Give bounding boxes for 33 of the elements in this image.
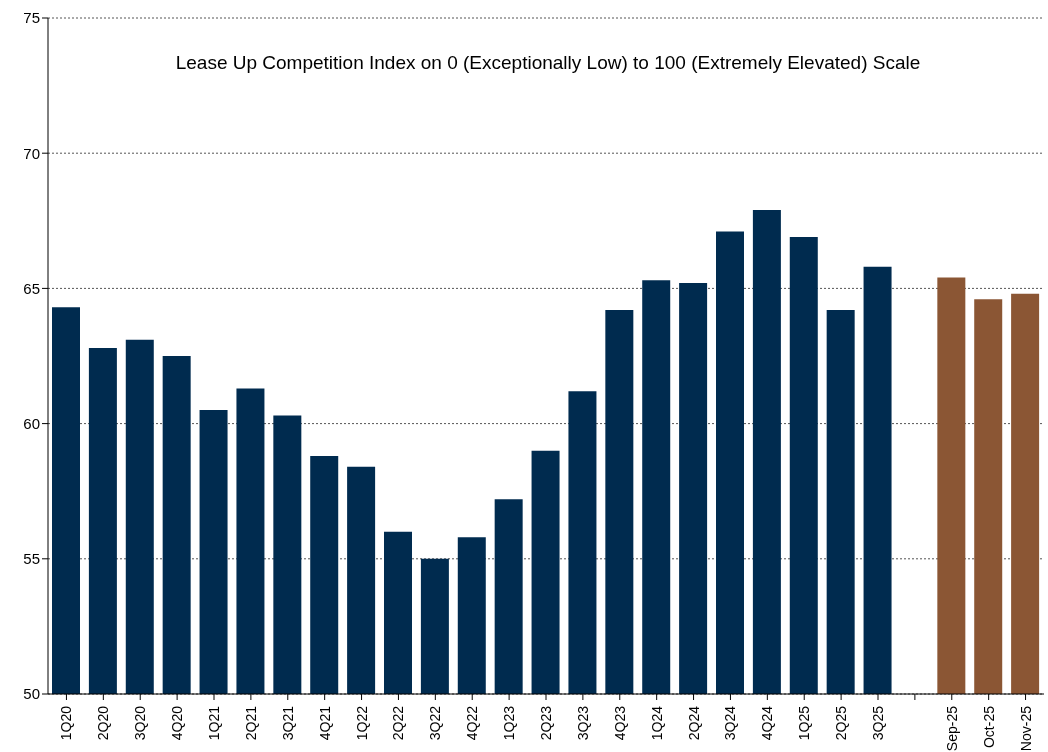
x-tick-label: 3Q25 [870,705,886,741]
x-tick-label: 2Q25 [833,705,850,741]
x-tick-label: 1Q25 [796,705,813,741]
x-tick-label: 3Q21 [279,705,296,741]
y-tick-label: 60 [23,414,40,432]
x-tick-label: 4Q23 [611,705,628,741]
y-tick-label: 50 [23,685,40,703]
text: Lease Up Competition Index on 0 (Exceptionally Low) to 100 (Extremely Elevated) Scale [174,52,922,74]
x-tick-label: Nov-25 [1017,705,1034,752]
y-tick-label: 55 [23,550,40,568]
x-tick-label: 3Q22 [427,705,444,741]
x-tick-label: 3Q24 [722,705,739,741]
x-tick-label: Sep-25 [943,705,960,752]
x-tick-label: 1Q24 [648,705,665,741]
y-tick-label: 65 [23,279,40,297]
y-tick-label: 75 [23,9,40,27]
x-tick-label: 3Q23 [574,705,591,741]
x-tick-label: 1Q23 [501,705,518,741]
x-tick-label: 4Q20 [169,705,186,741]
x-tick-label: 4Q22 [464,705,481,741]
x-tick-label: 1Q22 [353,705,370,741]
x-tick-label: 1Q20 [58,705,75,741]
x-tick-label: 3Q20 [132,705,149,741]
y-tick-label: 70 [23,144,40,162]
x-tick-label: 2Q23 [538,705,554,741]
x-tick-label: Oct-25 [980,705,997,749]
x-tick-label: 2Q21 [242,705,259,741]
x-tick-label: 2Q22 [390,705,407,741]
x-tick-label: 4Q24 [759,705,776,741]
x-tick-label: 4Q21 [316,705,333,741]
x-tick-label: 2Q20 [95,705,112,741]
x-tick-label: 1Q21 [206,705,222,741]
x-tick-label: 2Q24 [685,705,702,741]
